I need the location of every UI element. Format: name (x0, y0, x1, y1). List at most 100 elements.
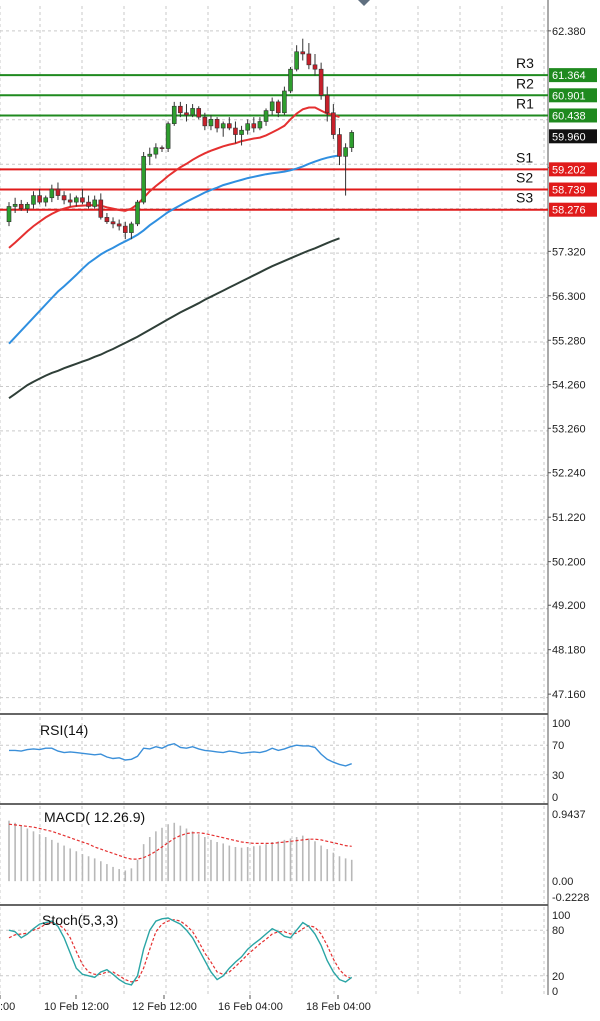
current-price-text: 59.960 (552, 131, 586, 143)
candle-body-49 (306, 53, 312, 66)
price-tick-label-14: 52.240 (552, 468, 586, 480)
candle-body-52 (324, 95, 330, 114)
pane-borders (0, 0, 549, 995)
candle-body-43 (269, 101, 275, 111)
level-tag-text-s2: 58.739 (552, 185, 586, 197)
candle-body-31 (196, 108, 202, 118)
candle-body-19 (122, 225, 128, 233)
candle-body-56 (349, 132, 355, 148)
level-tag-text-r2: 60.901 (552, 90, 586, 102)
support-resistance-levels: R3 61.364 R2 60.901 R1 60.438 S1 59.202 S2 58.739… (0, 55, 597, 217)
stoch-tick-0: 100 (552, 910, 570, 922)
level-name-s3: S3 (516, 190, 533, 206)
stoch-tick-1: 80 (552, 925, 564, 937)
macd-title: MACD( 12.26.9) (44, 809, 145, 825)
price-tick-label-12: 54.260 (552, 380, 586, 392)
time-tick-label-2: 12 Feb 12:00 (132, 1001, 197, 1013)
level-tag-s2 (549, 182, 597, 197)
candle-body-47 (294, 51, 299, 70)
candle-body-24 (153, 147, 159, 155)
candle-body-35 (220, 123, 226, 129)
candle-body-36 (227, 123, 232, 129)
rsi-pane: RSI(14) 100 70 30 0 (9, 718, 570, 804)
rsi-tick-3: 0 (552, 792, 558, 804)
time-tick-label-4: 18 Feb 04:00 (306, 1001, 371, 1013)
price-tick-label-17: 49.200 (552, 600, 586, 612)
candle-body-16 (104, 217, 110, 223)
rsi-tick-2: 30 (552, 770, 564, 782)
time-tick-label-1: 10 Feb 12:00 (44, 1001, 109, 1013)
candle-body-29 (184, 112, 189, 116)
candle-body-55 (343, 147, 348, 157)
ma-slow-line (8, 237, 340, 400)
candle-body-18 (116, 223, 122, 227)
candle-body-46 (288, 68, 293, 92)
time-tick-label-0: :00 (0, 1001, 15, 1013)
candle-body-3 (25, 203, 30, 209)
level-tag-text-r3: 61.364 (552, 70, 586, 82)
candle-body-10 (67, 199, 73, 203)
candle-body-14 (92, 199, 97, 207)
price-tick-label-13: 53.260 (552, 423, 586, 435)
candle-body-22 (141, 156, 146, 203)
candle-body-41 (257, 121, 263, 129)
candle-body-5 (37, 195, 42, 203)
level-name-s1: S1 (516, 149, 533, 165)
candle-body-54 (337, 134, 342, 157)
rsi-title: RSI(14) (40, 722, 88, 738)
level-name-r3: R3 (516, 55, 534, 71)
candle-body-32 (202, 116, 208, 127)
scroll-arrow-icon[interactable] (358, 0, 370, 6)
current-price-tag: 59.960 (549, 129, 597, 144)
candle-body-44 (275, 101, 281, 114)
level-name-s2: S2 (516, 170, 533, 186)
candle-body-4 (31, 195, 36, 205)
candle-body-45 (282, 90, 287, 114)
candle-body-8 (55, 188, 61, 196)
level-tag-text-s3: 58.276 (552, 205, 586, 217)
ma-fast-line (8, 106, 340, 249)
level-tag-r1 (549, 108, 597, 123)
candle-body-0 (6, 206, 12, 223)
macd-tick-0: 0.9437 (552, 809, 586, 821)
moving-averages (8, 106, 340, 400)
level-name-r1: R1 (516, 95, 534, 111)
rsi-line (9, 742, 352, 767)
candle-body-53 (331, 112, 336, 135)
rsi-tick-1: 70 (552, 740, 564, 752)
candles (6, 38, 355, 240)
candle-body-9 (61, 195, 67, 201)
candle-body-17 (110, 221, 116, 225)
macd-tick-1: 0.00 (552, 876, 573, 888)
price-tick-label-9: 57.320 (552, 246, 586, 258)
candle-body-20 (129, 223, 134, 233)
level-tag-s3 (549, 202, 597, 217)
candle-body-6 (43, 197, 49, 203)
time-tick-label-3: 16 Feb 04:00 (218, 1001, 283, 1013)
price-tick-label-19: 47.160 (552, 689, 586, 701)
candle-body-7 (49, 188, 55, 199)
stoch-tick-3: 0 (552, 986, 558, 998)
rsi-tick-0: 100 (552, 718, 570, 730)
level-tag-text-r1: 60.438 (552, 110, 586, 122)
price-tick-label-18: 48.180 (552, 645, 586, 657)
stoch-pane: Stoch(5,3,3) 100 80 20 0 (8, 910, 570, 998)
candle-body-13 (86, 201, 91, 207)
candle-body-1 (12, 203, 18, 207)
candle-body-25 (159, 147, 165, 149)
candle-body-37 (233, 127, 238, 135)
candle-body-38 (239, 129, 244, 135)
candle-body-27 (171, 105, 177, 124)
level-tag-text-s1: 59.202 (552, 164, 586, 176)
price-tick-label-15: 51.220 (552, 512, 586, 524)
price-tick-label-11: 55.280 (552, 335, 586, 347)
candle-body-51 (318, 68, 324, 96)
time-axis: :00 10 Feb 12:00 12 Feb 12:00 16 Feb 04:00 1… (0, 995, 371, 1013)
current-price-box (549, 129, 597, 144)
scroll-marker[interactable] (358, 0, 370, 6)
price-tick-label-10: 56.300 (552, 291, 586, 303)
ma-mid-line (8, 154, 340, 345)
level-tag-r2 (549, 88, 597, 103)
candle-body-30 (190, 108, 195, 116)
